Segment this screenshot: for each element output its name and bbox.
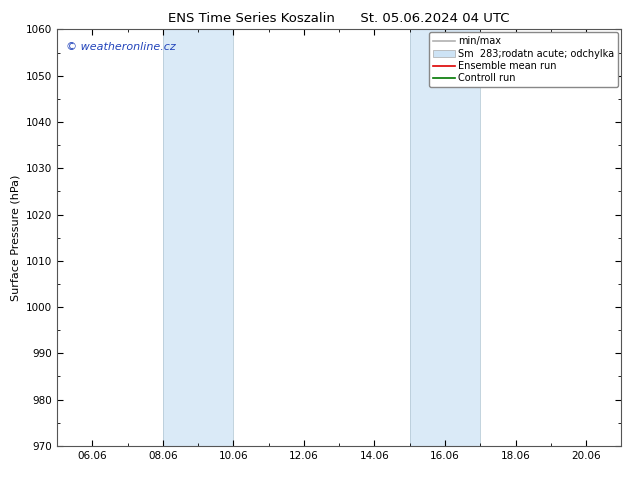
Bar xyxy=(410,29,481,446)
Text: © weatheronline.cz: © weatheronline.cz xyxy=(65,42,175,52)
Bar xyxy=(163,29,233,446)
Y-axis label: Surface Pressure (hPa): Surface Pressure (hPa) xyxy=(10,174,20,301)
Legend: min/max, Sm  283;rodatn acute; odchylka, Ensemble mean run, Controll run: min/max, Sm 283;rodatn acute; odchylka, … xyxy=(429,32,618,87)
Title: ENS Time Series Koszalin      St. 05.06.2024 04 UTC: ENS Time Series Koszalin St. 05.06.2024 … xyxy=(169,12,510,25)
